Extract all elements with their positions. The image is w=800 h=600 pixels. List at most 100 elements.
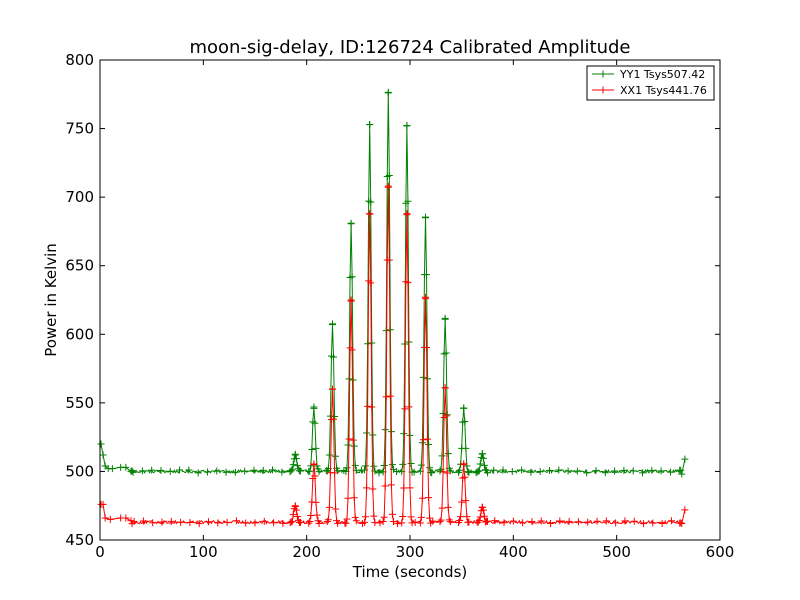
- data-point: [508, 468, 516, 476]
- data-point: [157, 466, 165, 474]
- data-point: [518, 466, 526, 474]
- y-tick-label: 600: [65, 325, 94, 343]
- data-point: [478, 450, 486, 458]
- data-point: [649, 519, 657, 527]
- data-point: [388, 461, 396, 469]
- data-point: [350, 494, 358, 502]
- data-point: [425, 494, 433, 502]
- data-point: [296, 467, 304, 475]
- data-point: [476, 460, 484, 468]
- data-point: [419, 436, 427, 444]
- data-point: [361, 518, 369, 526]
- data-point: [475, 517, 483, 525]
- data-point: [407, 459, 415, 467]
- data-point: [289, 461, 297, 469]
- data-point: [289, 511, 297, 519]
- data-point: [460, 404, 468, 412]
- data-point: [379, 518, 387, 526]
- data-point: [349, 376, 357, 384]
- data-point: [629, 467, 637, 475]
- data-point: [547, 520, 555, 528]
- data-point: [666, 468, 674, 476]
- data-point: [620, 466, 628, 474]
- data-point: [405, 403, 413, 411]
- data-point: [479, 454, 487, 462]
- data-point: [573, 467, 581, 475]
- data-point: [352, 517, 360, 525]
- data-point: [456, 516, 464, 524]
- data-point: [347, 296, 355, 304]
- ticks-layer: [99, 59, 721, 541]
- data-point: [387, 481, 395, 489]
- data-point: [231, 468, 239, 476]
- data-point: [366, 210, 374, 218]
- data-point: [564, 467, 572, 475]
- data-point: [130, 517, 138, 525]
- data-point: [270, 519, 278, 527]
- data-point: [389, 517, 397, 525]
- data-point: [426, 514, 434, 522]
- data-point: [345, 375, 353, 383]
- data-point: [484, 469, 491, 477]
- data-point: [406, 484, 414, 492]
- data-point: [436, 467, 444, 475]
- data-point: [462, 444, 470, 452]
- data-point: [406, 431, 414, 439]
- data-point: [583, 469, 591, 477]
- legend-box: [586, 65, 715, 101]
- data-point: [311, 419, 319, 427]
- data-point: [260, 517, 268, 525]
- data-point: [465, 469, 473, 477]
- data-point: [122, 514, 130, 522]
- data-point: [138, 467, 146, 475]
- data-point: [410, 468, 418, 476]
- data-point: [385, 256, 393, 264]
- data-point: [351, 461, 359, 469]
- data-point: [584, 518, 592, 526]
- data-point: [418, 494, 426, 502]
- data-point: [400, 430, 408, 438]
- data-point: [464, 468, 472, 476]
- data-point: [329, 385, 336, 393]
- data-point: [343, 464, 351, 472]
- data-point: [602, 517, 610, 525]
- data-point: [384, 89, 392, 97]
- data-point: [310, 461, 318, 469]
- data-point: [345, 435, 353, 443]
- data-point: [422, 293, 429, 301]
- data-point: [611, 467, 619, 475]
- data-point: [458, 498, 466, 506]
- data-point: [213, 467, 221, 475]
- data-point: [375, 469, 383, 477]
- data-point: [363, 484, 371, 492]
- data-point: [232, 517, 240, 525]
- legend-marker: [599, 86, 607, 94]
- data-point: [424, 435, 432, 443]
- y-tick-label: 550: [65, 394, 94, 412]
- data-point: [621, 517, 629, 525]
- data-point: [630, 517, 638, 525]
- data-point: [499, 466, 507, 474]
- data-point: [398, 519, 406, 527]
- data-point: [484, 517, 491, 525]
- data-point: [315, 468, 323, 476]
- data-point: [332, 505, 340, 513]
- data-point: [678, 520, 686, 528]
- data-point: [444, 450, 452, 458]
- data-point: [658, 520, 666, 528]
- data-point: [426, 464, 434, 472]
- data-point: [370, 462, 378, 470]
- data-point: [296, 518, 304, 526]
- data-point: [438, 452, 446, 460]
- data-point: [364, 402, 372, 410]
- data-point: [279, 519, 287, 527]
- data-point: [423, 271, 431, 279]
- data-point: [400, 484, 408, 492]
- data-point: [439, 468, 447, 476]
- x-tick-label: 500: [602, 543, 631, 561]
- data-point: [456, 466, 464, 474]
- data-point: [313, 511, 321, 519]
- data-point: [349, 436, 357, 444]
- data-point: [428, 469, 436, 477]
